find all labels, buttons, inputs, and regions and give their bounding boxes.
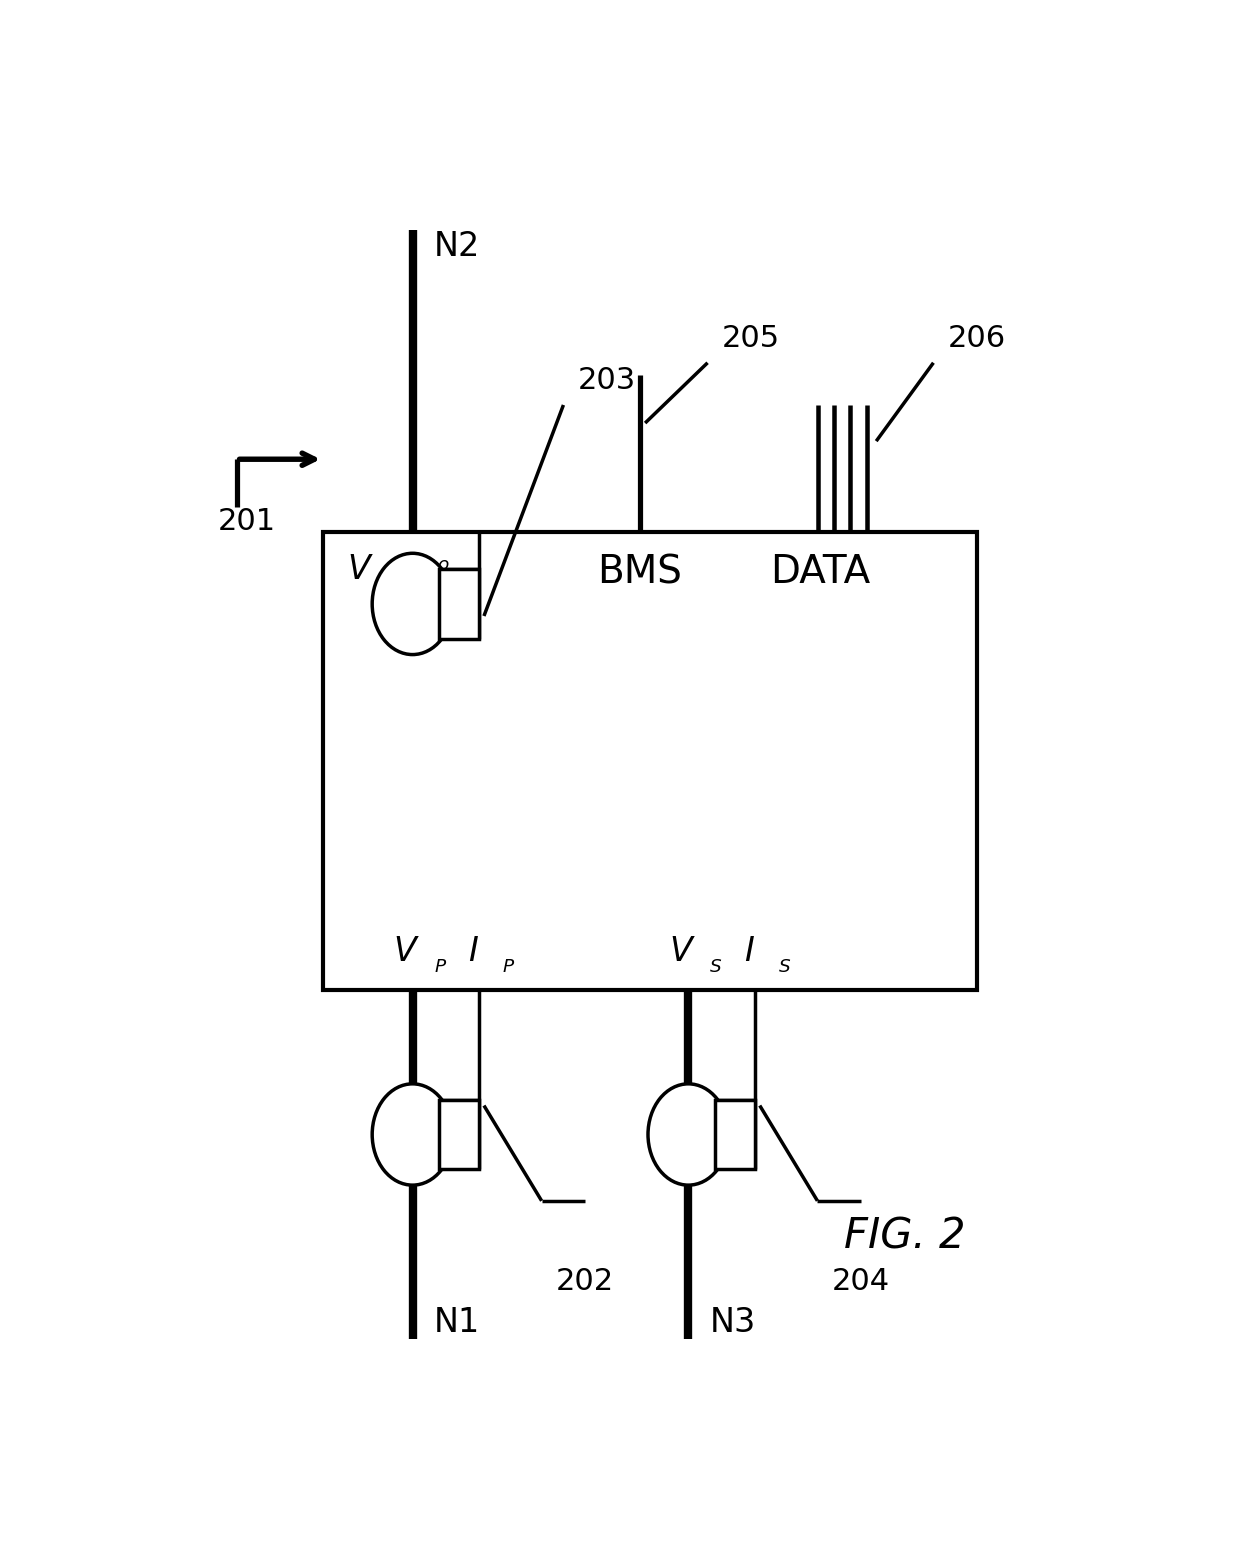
Text: N2: N2 xyxy=(434,230,480,263)
Text: $V$: $V$ xyxy=(670,935,696,968)
Text: $I$: $I$ xyxy=(469,935,479,968)
Text: $_o$: $_o$ xyxy=(388,547,401,573)
Text: $_S$: $_S$ xyxy=(709,947,723,974)
Circle shape xyxy=(372,1084,453,1185)
Text: $V$: $V$ xyxy=(393,935,420,968)
Text: $I$: $I$ xyxy=(404,553,415,586)
Text: 204: 204 xyxy=(832,1267,890,1297)
Text: 205: 205 xyxy=(722,324,780,354)
Bar xyxy=(439,1099,479,1170)
Bar xyxy=(439,568,479,639)
Text: 201: 201 xyxy=(217,507,275,537)
Text: $_o$: $_o$ xyxy=(436,547,449,573)
Text: $_P$: $_P$ xyxy=(502,947,516,974)
Text: DATA: DATA xyxy=(770,553,870,592)
Text: 203: 203 xyxy=(578,366,636,395)
Text: N1: N1 xyxy=(434,1306,480,1339)
Text: N3: N3 xyxy=(709,1306,755,1339)
Bar xyxy=(324,531,977,990)
Text: FIG. 2: FIG. 2 xyxy=(844,1215,965,1257)
Text: $I$: $I$ xyxy=(744,935,755,968)
Text: $_S$: $_S$ xyxy=(777,947,791,974)
Bar xyxy=(714,1099,755,1170)
Text: 206: 206 xyxy=(947,324,1006,354)
Text: BMS: BMS xyxy=(596,553,682,592)
Text: $_P$: $_P$ xyxy=(434,947,448,974)
Text: 202: 202 xyxy=(556,1267,614,1297)
Circle shape xyxy=(649,1084,729,1185)
Circle shape xyxy=(372,553,453,655)
Text: $V$: $V$ xyxy=(347,553,374,586)
